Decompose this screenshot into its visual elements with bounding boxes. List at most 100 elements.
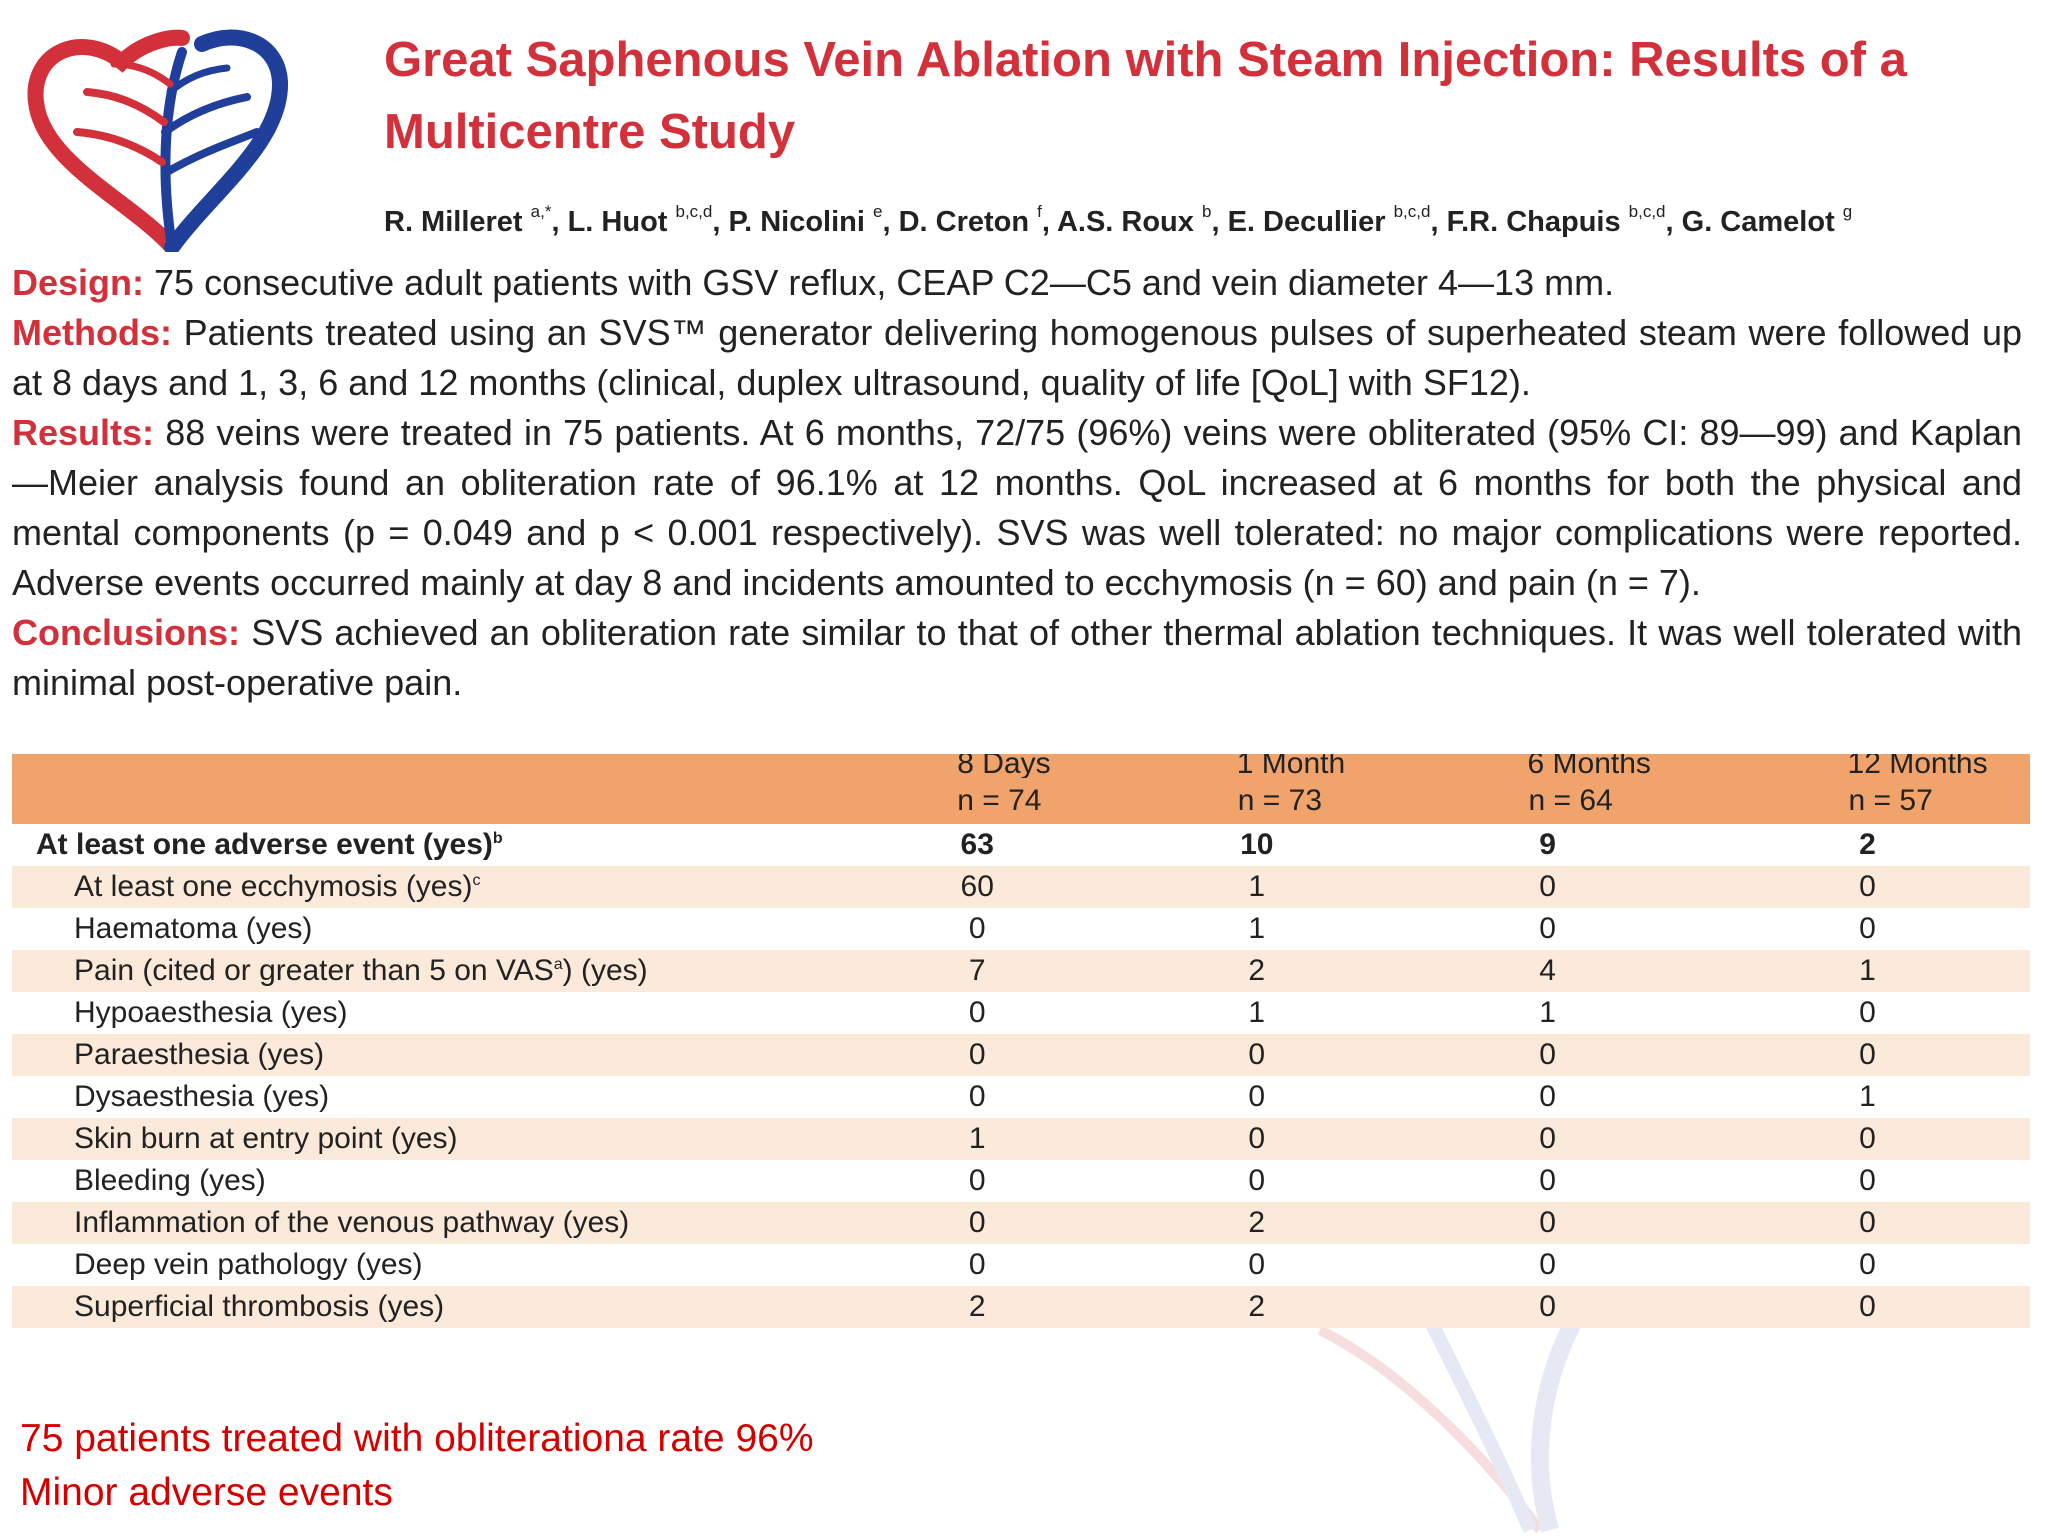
conclusions-section: Conclusions: SVS achieved an obliteratio…: [12, 608, 2022, 708]
cell-value: 0: [957, 992, 1237, 1034]
cell-number: 10: [1240, 828, 1274, 861]
results-section: Results: 88 veins were treated in 75 pat…: [12, 408, 2022, 608]
cell-value: 0: [1527, 1202, 1848, 1244]
row-label-text: Hypoaesthesia (yes): [74, 996, 348, 1029]
cell-number: 0: [1248, 1164, 1266, 1197]
cell-number: 2: [1248, 1206, 1266, 1239]
row-label: Pain (cited or greater than 5 on VASa) (…: [12, 950, 958, 992]
cell-value: 0: [957, 1202, 1237, 1244]
cell-value: 1: [1236, 992, 1528, 1034]
cell-value: 0: [1527, 908, 1848, 950]
column-n: n = 57: [1847, 778, 2030, 824]
cell-number: 1: [968, 1122, 986, 1155]
cell-value: 10: [1236, 824, 1528, 866]
row-label-text: Skin burn at entry point (yes): [74, 1122, 458, 1155]
cell-number: 0: [1248, 1080, 1266, 1113]
note-line-2: Minor adverse events: [20, 1471, 393, 1514]
cell-number: 0: [968, 1038, 986, 1071]
table-row: Inflammation of the venous pathway (yes)…: [12, 1202, 2030, 1244]
cell-value: 0: [1847, 1202, 2030, 1244]
author: G. Camelot g: [1682, 202, 1853, 238]
column-period: 8 Days: [957, 754, 1051, 778]
cell-value: 0: [1527, 1034, 1848, 1076]
table-header-counts: n = 74 n = 73 n = 64 n = 57: [12, 778, 2030, 824]
abstract: Design: 75 consecutive adult patients wi…: [12, 258, 2022, 708]
row-label: Deep vein pathology (yes): [12, 1244, 958, 1286]
note-line-1: 75 patients treated with obliterationa r…: [20, 1417, 814, 1460]
cell-value: 1: [1236, 866, 1528, 908]
cell-number: 1: [1248, 912, 1266, 945]
author-name: R. Milleret: [384, 206, 523, 238]
cell-number: 0: [968, 1248, 986, 1281]
author-name: A.S. Roux: [1056, 206, 1194, 238]
results-label: Results:: [12, 412, 155, 453]
cell-number: 4: [1539, 954, 1556, 987]
cell-value: 0: [957, 1076, 1237, 1118]
adverse-events-table: 8 Days 1 Month 6 Months 12 Months n = 74…: [12, 754, 2030, 1328]
cell-value: 2: [1236, 1286, 1528, 1328]
cell-value: 0: [1236, 1160, 1528, 1202]
author-affiliation: g: [1842, 202, 1853, 221]
row-label: At least one adverse event (yes)b: [12, 824, 958, 866]
author-name: F.R. Chapuis: [1446, 206, 1621, 238]
results-text: 88 veins were treated in 75 patients. At…: [12, 412, 2022, 603]
author-affiliation: b,c,d: [1393, 202, 1431, 221]
author: F.R. Chapuis b,c,d,: [1446, 202, 1682, 238]
cell-value: 1: [1847, 950, 2030, 992]
cell-number: 63: [960, 828, 994, 861]
cell-number: 2: [968, 1290, 986, 1323]
cell-number: 0: [1248, 1122, 1266, 1155]
cell-value: 63: [957, 824, 1237, 866]
cell-number: 0: [1859, 1290, 1876, 1323]
cell-number: 9: [1539, 828, 1556, 861]
cell-number: 0: [968, 1164, 986, 1197]
cell-value: 0: [957, 1160, 1237, 1202]
column-n: n = 74: [957, 778, 1237, 824]
cell-value: 0: [1236, 1034, 1528, 1076]
cell-number: 2: [1859, 828, 1876, 861]
cell-value: 1: [1236, 908, 1528, 950]
cell-number: 0: [1859, 1248, 1876, 1281]
methods-section: Methods: Patients treated using an SVS™ …: [12, 308, 2022, 408]
conclusions-label: Conclusions:: [12, 612, 241, 653]
cell-number: 2: [1248, 954, 1266, 987]
cell-number: 0: [1859, 912, 1876, 945]
author: L. Huot b,c,d,: [567, 202, 729, 238]
author: P. Nicolini e,: [728, 202, 899, 238]
table-row: Bleeding (yes) 0 0 0 0: [12, 1160, 2030, 1202]
row-label-text: Deep vein pathology (yes): [74, 1248, 423, 1281]
table-row: Haematoma (yes) 0 1 0 0: [12, 908, 2030, 950]
design-text: 75 consecutive adult patients with GSV r…: [154, 262, 1615, 303]
cell-value: 0: [1847, 1286, 2030, 1328]
row-label: Inflammation of the venous pathway (yes): [12, 1202, 958, 1244]
row-label-text: Pain (cited or greater than 5 on VAS: [74, 954, 554, 987]
column-n: n = 73: [1236, 778, 1528, 824]
cell-value: 0: [1236, 1076, 1528, 1118]
author-affiliation: b,c,d: [675, 202, 713, 221]
author: A.S. Roux b,: [1056, 202, 1228, 238]
cell-number: 1: [1859, 1080, 1876, 1113]
cell-value: 2: [957, 1286, 1237, 1328]
cell-number: 0: [1859, 1164, 1876, 1197]
cell-number: 0: [1539, 870, 1556, 903]
author: E. Decullier b,c,d,: [1227, 202, 1447, 238]
cell-number: 0: [1539, 1080, 1556, 1113]
cell-number: 1: [1248, 870, 1266, 903]
cell-number: 0: [1539, 1206, 1556, 1239]
cell-value: 0: [1847, 866, 2030, 908]
cell-number: 0: [1859, 870, 1876, 903]
paper-title: Great Saphenous Vein Ablation with Steam…: [384, 33, 1907, 159]
table-row: At least one ecchymosis (yes)c 60 1 0 0: [12, 866, 2030, 908]
cell-number: 0: [1248, 1248, 1266, 1281]
author-affiliation: b: [1201, 202, 1212, 221]
footnote-marker: a: [553, 956, 563, 973]
cell-value: 0: [1847, 992, 2030, 1034]
cell-value: 1: [957, 1118, 1237, 1160]
author: R. Milleret a,*,: [384, 202, 568, 238]
cell-number: 0: [1859, 1206, 1876, 1239]
cell-value: 4: [1527, 950, 1848, 992]
slide-note: 75 patients treated with obliterationa r…: [20, 1412, 814, 1520]
cell-value: 60: [957, 866, 1237, 908]
cell-value: 0: [1847, 1034, 2030, 1076]
cell-number: 1: [1248, 996, 1266, 1029]
